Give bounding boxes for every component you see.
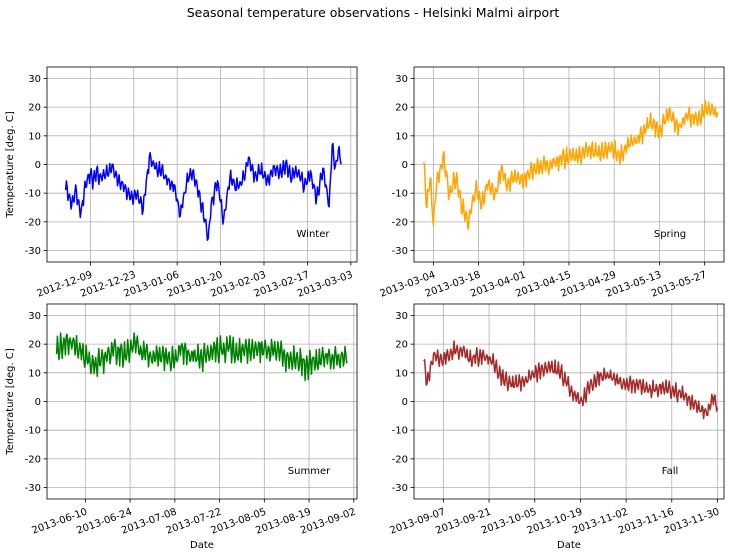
y-tick-label: 30 <box>395 311 408 322</box>
y-tick-label: 0 <box>402 397 408 408</box>
y-tick-label: 20 <box>395 103 408 114</box>
y-tick-label: 30 <box>395 74 408 85</box>
y-tick-label: -30 <box>25 246 41 257</box>
spring-temperature-line <box>422 99 719 231</box>
y-tick-label: 0 <box>35 160 41 171</box>
y-tick-label: 0 <box>35 397 41 408</box>
y-tick-label: -10 <box>25 189 41 200</box>
fall-temperature-line <box>423 340 719 420</box>
season-label: Winter <box>297 229 331 240</box>
y-tick-label: 10 <box>395 368 408 379</box>
panel-summer: -30-20-1001020302013-06-102013-06-242013… <box>5 303 358 551</box>
y-tick-label: -20 <box>392 217 408 228</box>
y-axis-label: Temperature [deg. C] <box>5 111 16 219</box>
x-axis-label: Date <box>557 540 581 551</box>
panel-winter: -30-20-1001020302012-12-092012-12-232013… <box>5 66 358 300</box>
y-tick-label: -30 <box>392 246 408 257</box>
y-tick-label: -10 <box>392 426 408 437</box>
y-tick-label: -30 <box>25 483 41 494</box>
season-label: Fall <box>662 466 679 477</box>
panel-spring: -30-20-1001020302013-03-042013-03-182013… <box>379 66 725 300</box>
y-tick-label: -20 <box>25 217 41 228</box>
y-tick-label: -20 <box>25 454 41 465</box>
y-tick-label: 10 <box>395 131 408 142</box>
winter-temperature-line <box>64 142 343 241</box>
y-tick-label: 10 <box>28 131 41 142</box>
summer-temperature-line <box>55 332 348 382</box>
y-tick-label: 30 <box>28 74 41 85</box>
figure-title: Seasonal temperature observations - Hels… <box>187 5 560 20</box>
x-axis-label: Date <box>190 540 214 551</box>
y-tick-label: 0 <box>402 160 408 171</box>
season-label: Summer <box>288 466 331 477</box>
season-label: Spring <box>654 229 686 240</box>
y-tick-label: -20 <box>392 454 408 465</box>
y-tick-label: -10 <box>392 189 408 200</box>
y-tick-label: 20 <box>28 103 41 114</box>
y-tick-label: 20 <box>395 340 408 351</box>
y-tick-label: 30 <box>28 311 41 322</box>
y-tick-label: -30 <box>392 483 408 494</box>
panel-fall: -30-20-1001020302013-09-072013-09-212013… <box>389 303 725 551</box>
y-tick-label: 20 <box>28 340 41 351</box>
y-axis-label: Temperature [deg. C] <box>5 348 16 456</box>
y-tick-label: -10 <box>25 426 41 437</box>
y-tick-label: 10 <box>28 368 41 379</box>
